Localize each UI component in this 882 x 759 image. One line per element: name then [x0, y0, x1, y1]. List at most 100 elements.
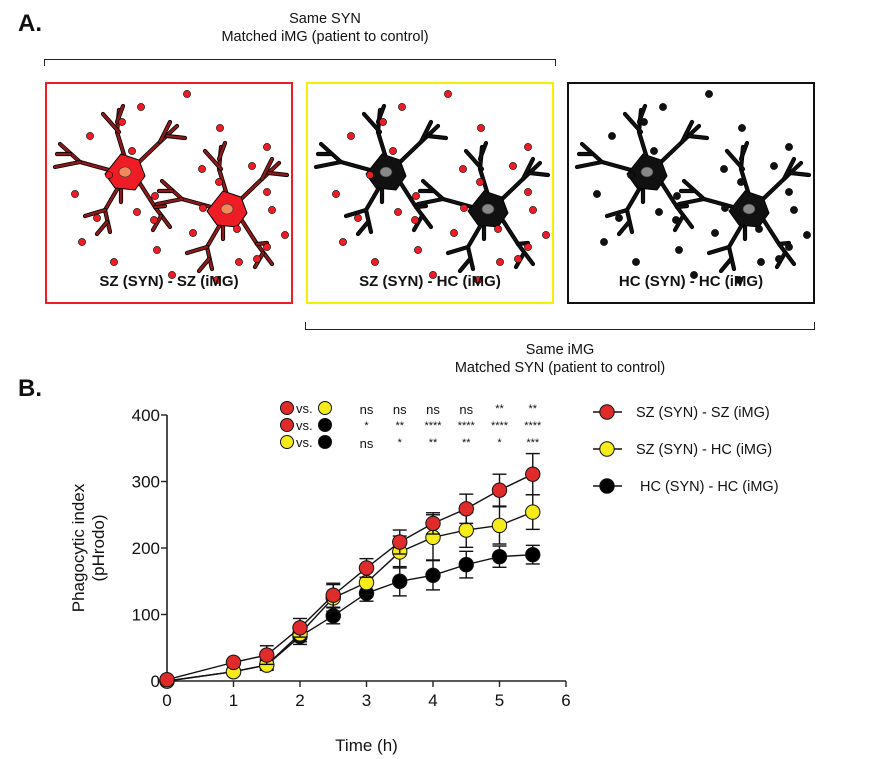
- significance-marker-a: [280, 401, 294, 415]
- data-point: [491, 548, 508, 565]
- nucleus: [118, 166, 132, 178]
- data-point: [458, 556, 474, 573]
- synaptosome-particle: [711, 229, 719, 237]
- synaptosome-particle: [690, 271, 698, 279]
- synaptosome-particle: [78, 238, 86, 246]
- synaptosome-particle: [339, 238, 347, 246]
- synaptosome-particle: [263, 243, 271, 251]
- dendrite: [362, 112, 382, 134]
- dendrite: [53, 160, 82, 169]
- dendrite: [376, 104, 386, 124]
- synaptosome-particle: [354, 214, 362, 222]
- synaptosome-particle: [389, 147, 397, 155]
- dendrite: [789, 171, 811, 177]
- legend-marker: [599, 441, 615, 457]
- synaptosome-particle: [411, 216, 419, 224]
- synaptosome-particle: [199, 204, 207, 212]
- dendrite: [777, 241, 791, 246]
- data-point: [425, 515, 441, 532]
- x-tick-label: 6: [561, 691, 570, 710]
- significance-vs-label: vs.: [296, 435, 313, 450]
- dendrite: [725, 149, 745, 171]
- synaptosome-particle: [785, 243, 793, 251]
- synaptosome-particle: [476, 178, 484, 186]
- dendrite: [115, 104, 125, 124]
- dendrite: [782, 157, 796, 181]
- synaptosome-particle: [450, 229, 458, 237]
- synaptosome-particle: [514, 255, 522, 263]
- nucleus: [742, 203, 756, 215]
- synaptosome-particle: [735, 276, 743, 284]
- series-line: [166, 553, 533, 682]
- y-tick-label: 0: [151, 672, 160, 691]
- significance-vs-label: vs.: [296, 418, 313, 433]
- dendrite: [458, 257, 472, 273]
- data-point: [525, 546, 541, 563]
- synaptosome-particle: [150, 216, 158, 224]
- panel-a-label: A.: [18, 10, 42, 37]
- phagocytosis-line-chart: 0 100 200 300 400 0 1 2 3 4 5 6 Time (h) Phagocytic i…: [69, 401, 779, 755]
- dendrite: [135, 124, 179, 166]
- significance-marker-b: [318, 435, 332, 449]
- dendrite: [521, 157, 535, 181]
- dendrite: [83, 208, 107, 218]
- synaptosome-particle: [615, 214, 623, 222]
- y-tick-label: 300: [132, 473, 160, 492]
- data-point: [292, 620, 308, 636]
- synaptosome-particle: [398, 103, 406, 111]
- data-point: [458, 501, 474, 517]
- panel-sz-sz: SZ (SYN) - SZ (iMG): [45, 82, 293, 304]
- x-tick-label: 2: [295, 691, 304, 710]
- synaptosome-particle: [128, 147, 136, 155]
- significance-marker-b: [318, 401, 332, 415]
- synaptosome-particle: [477, 124, 485, 132]
- dendrite: [680, 120, 694, 144]
- synaptosome-particle: [494, 225, 502, 233]
- bottom-caption-line-2: Matched SYN (patient to control): [454, 360, 666, 376]
- synaptosome-particle: [263, 188, 271, 196]
- bottom-bracket: [305, 322, 815, 330]
- y-axis-title-line: (pHrodo): [89, 514, 108, 581]
- nucleus: [220, 203, 234, 215]
- panel-b-label: B.: [18, 375, 42, 402]
- dendrite: [617, 220, 631, 236]
- panel-label-sz-sz: SZ (SYN) - SZ (iMG): [99, 273, 239, 290]
- microglia-cell: [574, 103, 710, 237]
- dendrite: [203, 149, 223, 171]
- synaptosome-particle: [803, 231, 811, 239]
- panel-sz-hc: SZ (SYN) - HC (iMG): [306, 82, 554, 304]
- x-tick-label: 3: [362, 691, 371, 710]
- synaptosome-particle: [785, 143, 793, 151]
- nucleus: [640, 166, 654, 178]
- synaptosome-particle: [215, 178, 223, 186]
- synaptosome-particle: [110, 258, 118, 266]
- synaptosome-particle: [720, 165, 728, 173]
- dendrite: [739, 141, 749, 161]
- synaptosome-particle: [524, 143, 532, 151]
- significance-mark: ****: [491, 420, 509, 432]
- dendrite: [707, 245, 731, 255]
- dendrite: [575, 160, 604, 169]
- panel-hc-hc: HC (SYN) - HC (iMG): [567, 82, 815, 304]
- significance-mark: **: [429, 437, 438, 449]
- synaptosome-particle: [332, 190, 340, 198]
- dendrite: [197, 257, 211, 273]
- synaptosome-particle: [460, 204, 468, 212]
- dendrite: [237, 161, 281, 203]
- dendrite: [675, 204, 689, 209]
- dendrite: [185, 245, 209, 255]
- significance-mark: ns: [360, 402, 374, 417]
- synaptosome-particle: [659, 103, 667, 111]
- synaptosome-particle: [600, 238, 608, 246]
- dendrite: [95, 220, 109, 236]
- bottom-bracket-caption: Same iMG Matched SYN (patient to control…: [420, 341, 700, 377]
- microglia-cell: [313, 103, 449, 237]
- synaptosome-particle: [137, 103, 145, 111]
- data-point: [392, 573, 408, 589]
- significance-mark: *: [364, 420, 369, 432]
- top-caption-line-2: Matched iMG (patient to control): [221, 29, 429, 45]
- synaptosome-particle: [542, 231, 550, 239]
- synaptosome-particle: [133, 208, 141, 216]
- synaptosome-particle: [412, 192, 420, 200]
- dendrite: [153, 204, 167, 209]
